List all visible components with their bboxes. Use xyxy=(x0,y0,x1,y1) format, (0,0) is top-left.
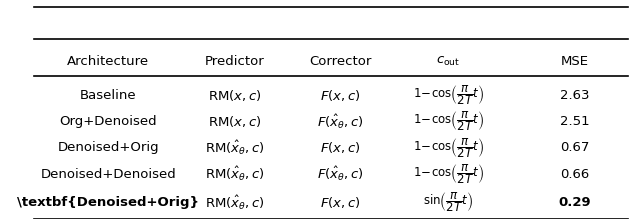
Text: $F(\hat{x}_{\theta},c)$: $F(\hat{x}_{\theta},c)$ xyxy=(317,165,364,183)
Text: 0.67: 0.67 xyxy=(561,141,589,154)
Text: 0.29: 0.29 xyxy=(559,196,591,209)
Text: 0.66: 0.66 xyxy=(561,168,589,181)
Text: $\mathrm{RM}(\hat{x}_{\theta},c)$: $\mathrm{RM}(\hat{x}_{\theta},c)$ xyxy=(205,193,265,212)
Text: $F(x,c)$: $F(x,c)$ xyxy=(320,195,360,210)
Text: $1\!-\!\cos\!\left(\dfrac{\pi}{2T}t\right)$: $1\!-\!\cos\!\left(\dfrac{\pi}{2T}t\righ… xyxy=(413,136,484,160)
Text: $F(x,c)$: $F(x,c)$ xyxy=(320,140,360,155)
Text: 2.63: 2.63 xyxy=(560,89,590,102)
Text: $c_\mathrm{out}$: $c_\mathrm{out}$ xyxy=(436,55,460,68)
Text: $F(\hat{x}_{\theta},c)$: $F(\hat{x}_{\theta},c)$ xyxy=(317,112,364,131)
Text: \textbf{Denoised+Orig}: \textbf{Denoised+Orig} xyxy=(17,196,199,209)
Text: Architecture: Architecture xyxy=(67,55,149,68)
Text: Denoised+Denoised: Denoised+Denoised xyxy=(40,168,176,181)
Text: 2.51: 2.51 xyxy=(560,115,590,128)
Text: $1\!-\!\cos\!\left(\dfrac{\pi}{2T}t\right)$: $1\!-\!\cos\!\left(\dfrac{\pi}{2T}t\righ… xyxy=(413,162,484,186)
Text: $F(x,c)$: $F(x,c)$ xyxy=(320,88,360,103)
Text: $\mathrm{RM}(\hat{x}_{\theta},c)$: $\mathrm{RM}(\hat{x}_{\theta},c)$ xyxy=(205,165,265,183)
Text: $\mathrm{RM}(x,c)$: $\mathrm{RM}(x,c)$ xyxy=(208,88,262,103)
Text: Org+Denoised: Org+Denoised xyxy=(60,115,157,128)
Text: $1\!-\!\cos\!\left(\dfrac{\pi}{2T}t\right)$: $1\!-\!\cos\!\left(\dfrac{\pi}{2T}t\righ… xyxy=(413,110,484,133)
Text: $\mathrm{RM}(\hat{x}_{\theta},c)$: $\mathrm{RM}(\hat{x}_{\theta},c)$ xyxy=(205,139,265,157)
Text: $1\!-\!\cos\!\left(\dfrac{\pi}{2T}t\right)$: $1\!-\!\cos\!\left(\dfrac{\pi}{2T}t\righ… xyxy=(413,83,484,107)
Text: Predictor: Predictor xyxy=(205,55,265,68)
Text: Corrector: Corrector xyxy=(309,55,371,68)
Text: $\mathrm{RM}(x,c)$: $\mathrm{RM}(x,c)$ xyxy=(208,114,262,129)
Text: MSE: MSE xyxy=(561,55,589,68)
Text: $\sin\!\left(\dfrac{\pi}{2T}t\right)$: $\sin\!\left(\dfrac{\pi}{2T}t\right)$ xyxy=(423,191,474,214)
Text: Denoised+Orig: Denoised+Orig xyxy=(58,141,159,154)
Text: Baseline: Baseline xyxy=(80,89,136,102)
